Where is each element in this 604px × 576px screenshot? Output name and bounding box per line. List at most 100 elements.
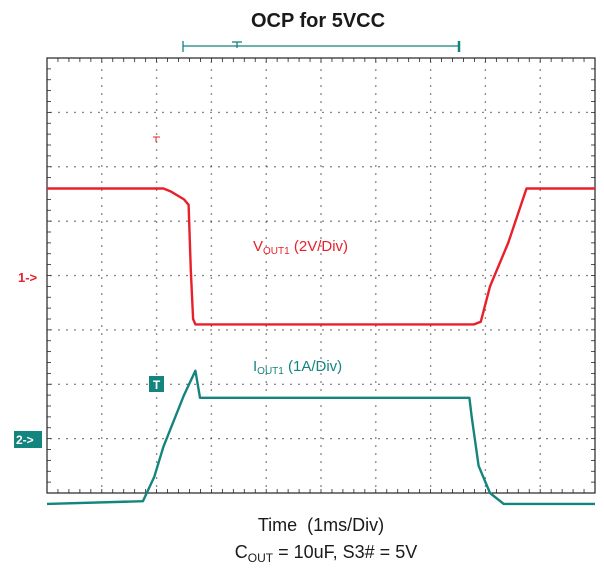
- grid-dot: [282, 111, 284, 114]
- grid-dot: [375, 109, 377, 111]
- grid-dot: [242, 329, 244, 331]
- grid-dot: [265, 149, 268, 151]
- grid-dot: [155, 181, 158, 183]
- grid-dot: [210, 111, 212, 114]
- grid-dot: [155, 149, 158, 151]
- grid-dot: [375, 141, 377, 143]
- grid-dot: [378, 165, 380, 168]
- grid-dot: [429, 221, 432, 223]
- grid-dot: [274, 274, 276, 277]
- grid-dot: [498, 220, 500, 222]
- vout1-label: VOUT1 (2V/Div): [253, 238, 348, 257]
- grid-dot: [210, 383, 212, 386]
- grid-dot: [202, 220, 204, 222]
- grid-dot: [210, 329, 212, 331]
- grid-dot: [482, 437, 484, 440]
- grid-dot: [265, 253, 268, 255]
- grid-dot: [258, 437, 260, 440]
- grid-dot: [484, 205, 487, 207]
- grid-dot: [539, 157, 541, 159]
- grid-dot: [210, 461, 213, 463]
- grid-dot: [274, 165, 276, 168]
- grid-dot: [539, 397, 541, 399]
- grid-dot: [484, 213, 487, 215]
- grid-dot: [210, 133, 213, 135]
- grid-dot: [484, 341, 487, 343]
- grid-dot: [82, 220, 84, 222]
- grid-dot: [554, 220, 556, 222]
- grid-dot: [210, 85, 213, 87]
- grid-dot: [290, 437, 292, 440]
- grid-dot: [539, 365, 541, 367]
- grid-dot: [265, 405, 268, 407]
- grid-dot: [101, 381, 103, 383]
- grid-dot: [375, 253, 377, 255]
- grid-dot: [101, 229, 103, 231]
- grid-dot: [210, 293, 213, 295]
- grid-dot: [539, 277, 541, 279]
- grid-dot: [426, 220, 428, 222]
- grid-dot: [474, 329, 476, 331]
- grid-dot: [546, 165, 548, 168]
- grid-dot: [322, 220, 324, 222]
- grid-dot: [354, 165, 356, 168]
- grid-dot: [429, 213, 432, 215]
- grid-dot: [375, 325, 377, 327]
- grid-dot: [539, 197, 541, 199]
- grid-dot: [210, 189, 213, 191]
- grid-dot: [290, 220, 292, 222]
- grid-dot: [258, 383, 260, 386]
- grid-dot: [210, 389, 213, 391]
- grid-dot: [530, 274, 532, 277]
- grid-dot: [386, 220, 388, 222]
- grid-dot: [66, 383, 68, 386]
- grid-dot: [210, 445, 213, 447]
- grid-dot: [402, 274, 404, 277]
- grid-dot: [265, 117, 268, 119]
- grid-dot: [320, 213, 322, 215]
- svg-text:2->: 2->: [16, 433, 34, 447]
- grid-dot: [514, 437, 516, 440]
- grid-dot: [98, 220, 100, 222]
- grid-dot: [562, 274, 564, 277]
- grid-dot: [539, 357, 541, 359]
- grid-dot: [484, 445, 487, 447]
- grid-dot: [442, 111, 444, 114]
- grid-dot: [265, 421, 268, 423]
- grid-dot: [155, 477, 158, 479]
- grid-dot: [484, 181, 487, 183]
- grid-dot: [539, 373, 541, 375]
- grid-dot: [155, 173, 158, 175]
- grid-dot: [226, 383, 228, 386]
- grid-dot: [375, 189, 377, 191]
- grid-dot: [146, 274, 148, 277]
- grid-dot: [466, 274, 468, 277]
- grid-dot: [186, 383, 188, 386]
- grid-dot: [210, 93, 213, 95]
- grid-dot: [442, 220, 444, 222]
- grid-dot: [429, 93, 432, 95]
- grid-dot: [442, 437, 444, 440]
- grid-dot: [539, 69, 541, 71]
- grid-dot: [98, 383, 100, 386]
- grid-dot: [554, 329, 556, 331]
- grid-dot: [66, 111, 68, 114]
- grid-dot: [226, 437, 228, 440]
- grid-dot: [101, 421, 103, 423]
- grid-dot: [466, 111, 468, 114]
- grid-dot: [320, 437, 322, 439]
- grid-dot: [210, 381, 213, 383]
- grid-dot: [101, 477, 103, 479]
- grid-dot: [155, 421, 158, 423]
- grid-dot: [322, 329, 324, 331]
- grid-dot: [482, 111, 484, 114]
- grid-dot: [101, 461, 103, 463]
- grid-dot: [320, 325, 322, 327]
- grid-dot: [578, 437, 580, 440]
- grid-dot: [586, 111, 588, 114]
- grid-dot: [106, 111, 108, 114]
- grid-dot: [570, 329, 572, 331]
- grid-dot: [539, 181, 541, 183]
- grid-dot: [130, 383, 132, 386]
- grid-dot: [101, 365, 103, 367]
